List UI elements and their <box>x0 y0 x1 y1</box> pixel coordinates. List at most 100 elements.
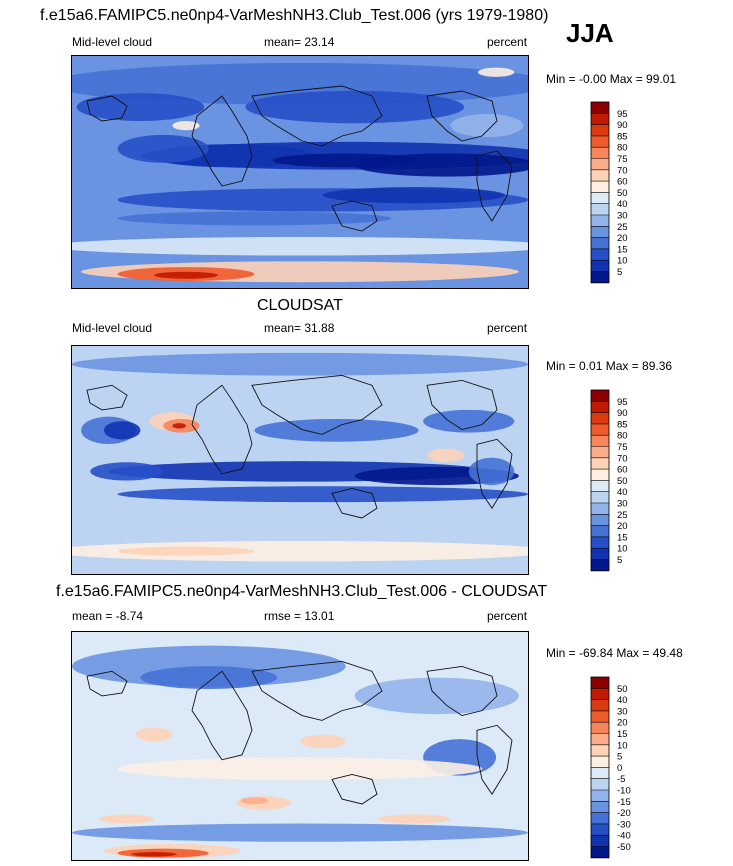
coastline <box>191 384 253 475</box>
colorbar-swatch <box>591 699 609 712</box>
colorbar-swatch <box>591 744 609 757</box>
colorbar-swatch <box>591 525 609 538</box>
colorbar-swatch <box>591 756 609 768</box>
field-region <box>254 418 419 442</box>
panel1-minmax: Min = -0.00 Max = 99.01 <box>546 72 677 86</box>
colorbar-swatch <box>591 237 609 250</box>
colorbar-tick-label: 20 <box>617 521 628 532</box>
colorbar-swatch <box>591 536 609 549</box>
field-region <box>117 134 209 163</box>
field-region <box>72 645 346 687</box>
field-region <box>72 540 528 562</box>
field-region <box>272 153 419 168</box>
colorbar-tick-label: 80 <box>617 431 628 442</box>
colorbar-tick-label: 50 <box>617 684 628 695</box>
field-region <box>172 423 186 429</box>
colorbar-swatch <box>591 446 609 459</box>
coastline <box>476 724 513 795</box>
colorbar-swatch <box>591 215 609 227</box>
panel1-title: f.e15a6.FAMIPC5.ne0np4-VarMeshNH3.Club_T… <box>40 7 549 24</box>
coastline <box>86 670 128 697</box>
colorbar-swatch <box>591 677 609 689</box>
colorbar-tick-label: 70 <box>617 165 628 176</box>
colorbar-tick-label: 5 <box>617 555 622 566</box>
colorbar-swatch <box>591 767 609 779</box>
panel3-mean-label: mean = -8.74 <box>72 609 144 623</box>
colorbar-swatch <box>591 491 609 504</box>
field-region <box>427 448 465 463</box>
colorbar-swatch <box>591 469 609 481</box>
field-region <box>72 823 528 842</box>
field-region <box>131 852 177 857</box>
colorbar-tick-label: 95 <box>617 397 628 408</box>
colorbar-tick-label: 0 <box>617 763 622 774</box>
colorbar-tick-label: -50 <box>617 842 631 853</box>
colorbar-tick-label: 30 <box>617 706 628 717</box>
field-region <box>322 187 506 204</box>
panel1-mean-label: mean= 23.14 <box>264 35 335 49</box>
colorbar-swatch <box>591 158 609 171</box>
colorbar-tick-label: -10 <box>617 786 631 797</box>
colorbar-tick-label: -20 <box>617 808 631 819</box>
colorbar-swatch <box>591 260 609 272</box>
colorbar-tick-label: 60 <box>617 177 628 188</box>
colorbar-tick-label: 75 <box>617 154 628 165</box>
colorbar-tick-label: 90 <box>617 120 628 131</box>
panel2-colorbar: 95 90 85 80 75 70 60 50 40 30 25 20 15 10 5 <box>590 389 650 573</box>
coastline <box>426 90 498 142</box>
colorbar-swatch <box>591 503 609 515</box>
panel2-map <box>71 345 529 575</box>
colorbar-tick-label: -15 <box>617 797 631 808</box>
colorbar-tick-label: 95 <box>617 109 628 120</box>
map-background <box>72 346 528 574</box>
colorbar-swatch <box>591 192 609 204</box>
field-region <box>103 421 141 440</box>
colorbar-tick-label: 25 <box>617 222 628 233</box>
colorbar-tick-label: 75 <box>617 442 628 453</box>
field-region <box>117 546 255 556</box>
colorbar-tick-label: 70 <box>617 453 628 464</box>
colorbar-swatch <box>591 722 609 734</box>
coastline <box>426 665 498 717</box>
colorbar-swatch <box>591 480 609 492</box>
panel2-mean-label: mean= 31.88 <box>264 321 335 335</box>
field-region <box>99 814 155 824</box>
colorbar-swatch <box>591 412 609 425</box>
field-region <box>117 757 483 781</box>
colorbar-tick-label: -40 <box>617 831 631 842</box>
colorbar-swatch <box>591 688 609 700</box>
colorbar-tick-label: 20 <box>617 233 628 244</box>
colorbar-swatch <box>591 435 609 447</box>
colorbar-swatch <box>591 181 609 193</box>
colorbar-tick-label: 50 <box>617 476 628 487</box>
panel2-left-label: Mid-level cloud <box>72 321 153 335</box>
panel2-minmax: Min = 0.01 Max = 89.36 <box>546 359 673 373</box>
season-label: JJA <box>566 18 614 48</box>
coastline <box>86 95 128 122</box>
colorbar-swatch <box>591 113 609 125</box>
colorbar-tick-label: 30 <box>617 211 628 222</box>
colorbar-tick-label: 15 <box>617 729 628 740</box>
field-region <box>245 90 465 124</box>
colorbar-swatch <box>591 124 609 137</box>
colorbar-tick-label: 30 <box>617 499 628 510</box>
coastline <box>251 375 383 435</box>
colorbar-tick-label: 85 <box>617 131 628 142</box>
panel1-colorbar: 95 90 85 80 75 70 60 50 40 30 25 20 15 10 5 <box>590 101 650 285</box>
colorbar-tick-label: 40 <box>617 695 628 706</box>
panel2-units-label: percent <box>487 321 528 335</box>
coastline <box>331 774 378 805</box>
colorbar-swatch <box>591 835 609 847</box>
coastline <box>331 200 378 232</box>
coastline <box>86 384 128 411</box>
colorbar-swatch <box>591 457 609 470</box>
colorbar-swatch <box>591 514 609 526</box>
field-region <box>140 666 278 689</box>
field-region <box>172 120 200 131</box>
colorbar-tick-label: 40 <box>617 487 628 498</box>
panel3-colorbar: 50 40 30 20 15 10 5 0 -5 -10 -15 -20 -30 -40 -50 <box>590 676 650 860</box>
colorbar-tick-label: -5 <box>617 774 625 785</box>
colorbar-tick-label: 20 <box>617 718 628 729</box>
field-region <box>72 352 528 376</box>
colorbar-swatch <box>591 147 609 159</box>
